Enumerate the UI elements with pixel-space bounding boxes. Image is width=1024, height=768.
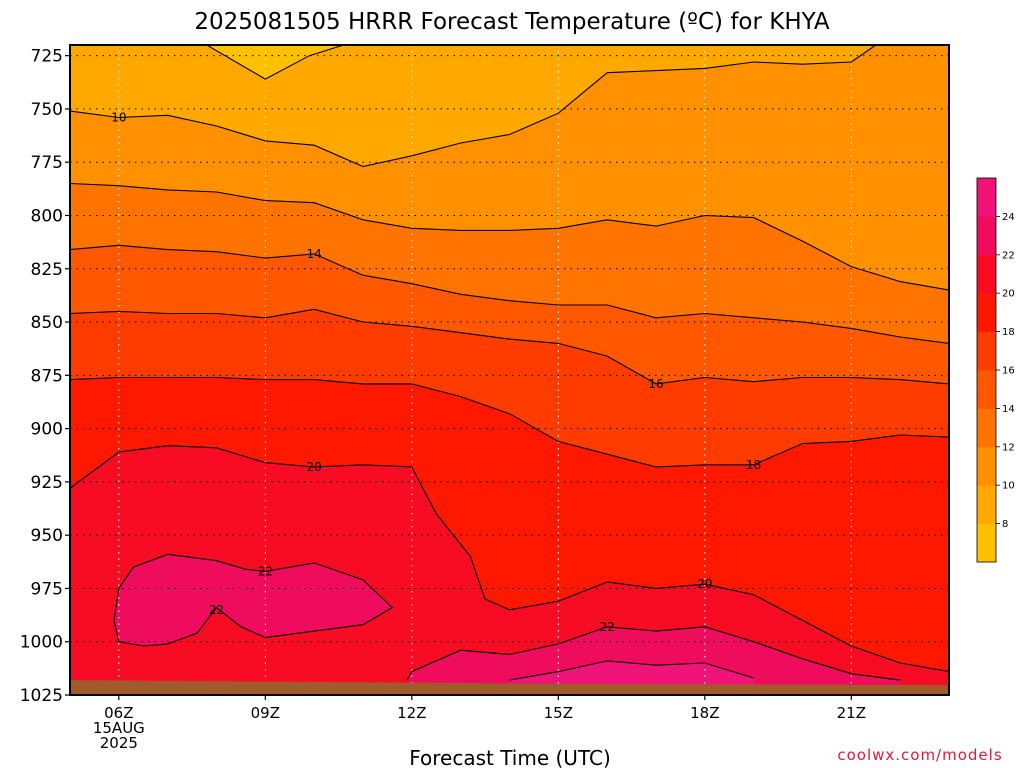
x-tick-label-12Z: 12Z (397, 704, 426, 722)
colorbar-swatch-10-12 (977, 446, 996, 486)
contour-line-14-3 (70, 244, 949, 344)
x-tick-year: 2025 (100, 734, 138, 752)
plot-area: 10 14 16 18 20 22 22 22 20 (70, 45, 949, 695)
contour-label-16-4: 16 (648, 377, 663, 391)
colorbar: 8 10 12 14 16 18 20 22 24 (976, 177, 1015, 563)
colorbar-label-20: 20 (1002, 289, 1015, 300)
credit-text: coolwx.com/models (837, 746, 1002, 764)
plot-frame (69, 44, 950, 696)
x-tick-label-21Z: 21Z (837, 704, 866, 722)
colorbar-label-22: 22 (1002, 250, 1015, 261)
y-tick-label-900: 900 (31, 420, 63, 440)
colorbar-label-24: 24 (1002, 212, 1015, 223)
band-22-24-0 (114, 554, 393, 646)
contour-line-22-7 (113, 553, 394, 647)
contour-label-22-7: 22 (258, 564, 273, 578)
y-tick-label-950: 950 (31, 526, 63, 546)
x-tick-label-09Z: 09Z (251, 704, 280, 722)
y-tick-label-725: 725 (31, 47, 63, 67)
colorbar-swatch-18-20 (977, 293, 996, 333)
colorbar-label-18: 18 (1002, 327, 1015, 338)
colorbar-swatch-6-8 (977, 523, 996, 563)
colorbar-swatch-22-24 (977, 216, 996, 256)
colorbar-swatch-8-10 (977, 485, 996, 525)
y-tick-label-825: 825 (31, 260, 63, 280)
colorbar-label-12: 12 (1002, 442, 1015, 453)
y-tick-label-875: 875 (31, 366, 63, 386)
contour-label-extra-1: 20 (697, 577, 712, 591)
contour-line-22-8 (406, 626, 901, 681)
y-tick-label-750: 750 (31, 100, 63, 120)
y-tick-label-925: 925 (31, 473, 63, 493)
ground-surface (70, 680, 949, 695)
colorbar-swatch-16-18 (977, 331, 996, 371)
contour-label-extra-0: 22 (209, 603, 224, 617)
contour-line-12-2 (70, 182, 949, 291)
contour-line-24-9 (509, 660, 754, 681)
colorbar-swatch-24-26 (977, 178, 996, 217)
contour-label-20-6: 20 (307, 460, 322, 474)
contour-label-10-1: 10 (111, 110, 126, 124)
colorbar-swatch-12-14 (977, 408, 996, 448)
x-tick-label-18Z: 18Z (690, 704, 719, 722)
contour-label-18-5: 18 (746, 458, 761, 472)
x-axis-title: Forecast Time (UTC) (409, 746, 611, 768)
colorbar-label-16: 16 (1002, 366, 1015, 377)
contour-labels: 10 14 16 18 20 22 22 22 20 (111, 110, 761, 634)
y-tick-label-800: 800 (31, 206, 63, 226)
contour-line-10-1 (70, 45, 877, 168)
gridlines (70, 45, 949, 695)
contour-lines (70, 45, 949, 681)
y-tick-label-1025: 1025 (20, 686, 63, 706)
x-tick-date: 15AUG (93, 719, 145, 737)
y-tick-label-850: 850 (31, 313, 63, 333)
colorbar-label-8: 8 (1002, 519, 1008, 530)
contour-label-22-8: 22 (600, 620, 615, 634)
x-tick-label-06Z: 06Z (104, 704, 133, 722)
colorbar-swatch-14-16 (977, 370, 996, 409)
colorbar-swatch-20-22 (977, 254, 996, 294)
y-tick-label-1000: 1000 (20, 633, 63, 653)
contour-label-14-3: 14 (307, 247, 322, 261)
temperature-fill-bands (70, 45, 949, 695)
band-8-10 (70, 45, 949, 167)
y-axis: 725 750 775 800 825 850 875 900 925 950 975 1000 102… (20, 47, 70, 706)
band-6-8 (206, 45, 344, 80)
contour-line-20-6 (70, 445, 949, 673)
chart-title: 2025081505 HRRR Forecast Temperature (ºC… (194, 9, 830, 35)
y-tick-label-975: 975 (31, 579, 63, 599)
ground-fill (70, 680, 949, 695)
contour-line-18-5 (70, 376, 949, 468)
colorbar-label-10: 10 (1002, 481, 1015, 492)
colorbar-label-14: 14 (1002, 404, 1015, 415)
y-tick-label-775: 775 (31, 153, 63, 173)
x-tick-label-15Z: 15Z (544, 704, 573, 722)
contour-line-8-0 (206, 45, 344, 80)
contour-line-16-4 (70, 308, 949, 385)
